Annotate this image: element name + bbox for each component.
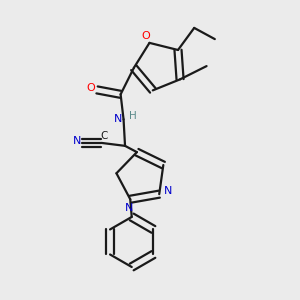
Text: O: O: [86, 83, 95, 93]
Text: O: O: [142, 32, 150, 41]
Text: C: C: [101, 130, 108, 141]
Text: H: H: [129, 111, 137, 121]
Text: N: N: [73, 136, 81, 146]
Text: N: N: [114, 114, 122, 124]
Text: N: N: [124, 202, 133, 212]
Text: N: N: [164, 186, 172, 196]
